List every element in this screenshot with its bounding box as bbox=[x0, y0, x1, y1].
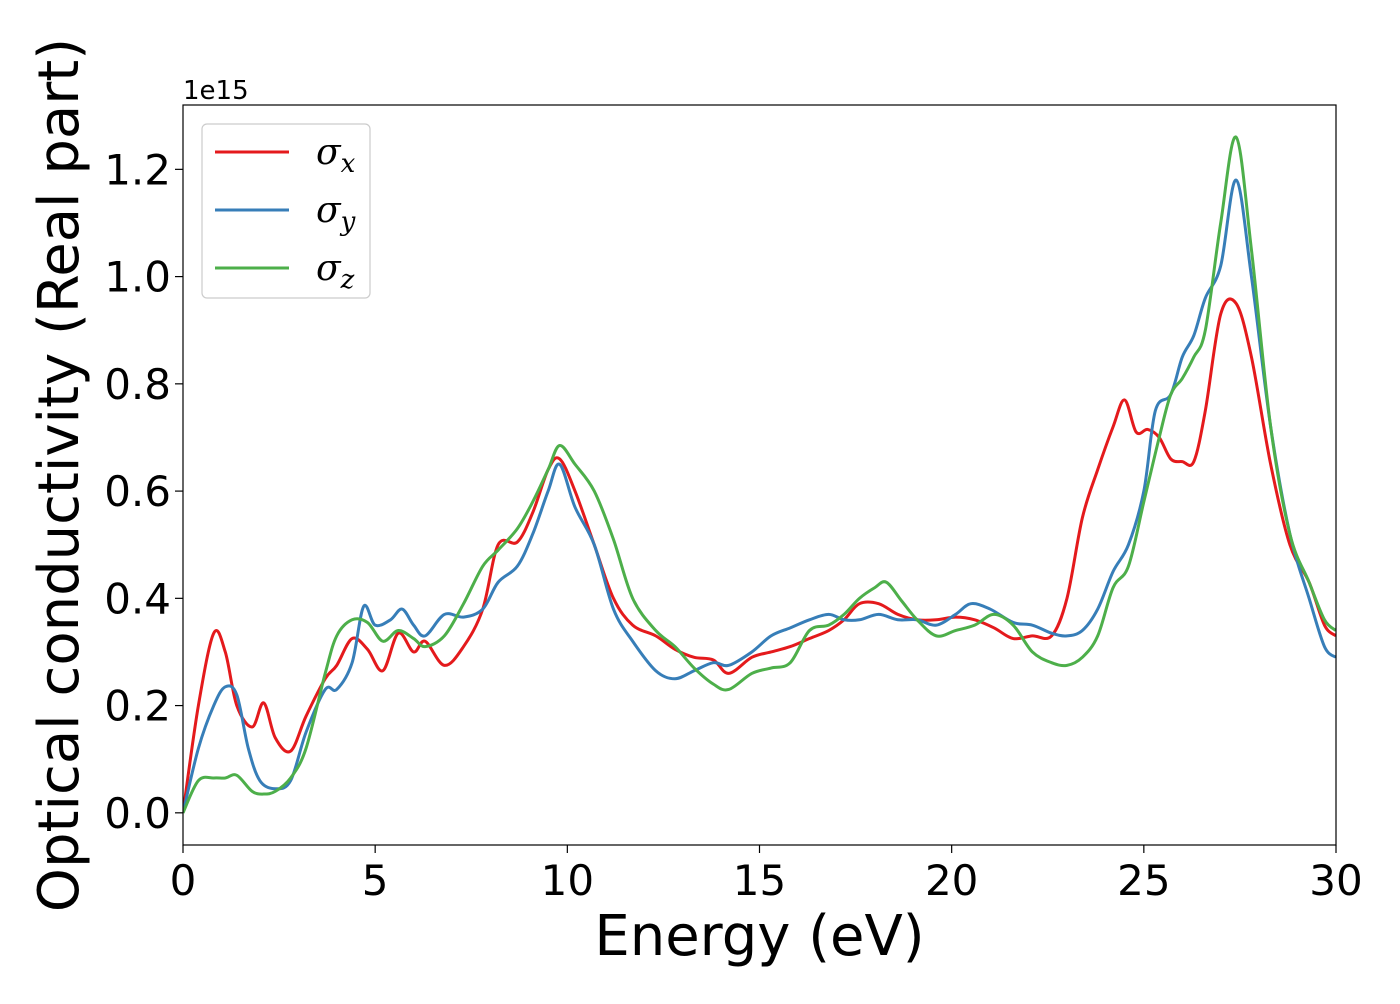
x-axis-label: Energy (eV) bbox=[594, 904, 924, 969]
y-tick-label: 0.4 bbox=[104, 574, 171, 623]
x-tick-label: 20 bbox=[925, 856, 978, 905]
series-line-z bbox=[183, 135, 1336, 814]
y-offset-label: 1e15 bbox=[183, 76, 249, 106]
y-tick-label: 1.2 bbox=[104, 145, 171, 194]
x-tick-label: 25 bbox=[1117, 856, 1170, 905]
ticks-layer: 0 5 10 15 20 25 30 0.0 0.2 0.4 0.6 0.8 1.0 1.2 bbox=[104, 145, 1363, 905]
y-tick-label: 0.8 bbox=[104, 360, 171, 409]
y-tick-label: 0.0 bbox=[104, 789, 171, 838]
x-tick-label: 5 bbox=[362, 856, 389, 905]
x-tick-label: 10 bbox=[541, 856, 594, 905]
y-tick-label: 1.0 bbox=[104, 253, 171, 302]
x-tick-label: 15 bbox=[733, 856, 786, 905]
y-axis-label: Optical conductivity (Real part) bbox=[27, 38, 92, 912]
series-layer bbox=[183, 135, 1336, 814]
x-tick-label: 30 bbox=[1309, 856, 1362, 905]
series-line-x bbox=[183, 297, 1336, 814]
x-tick-label: 0 bbox=[170, 856, 197, 905]
y-tick-label: 0.2 bbox=[104, 682, 171, 731]
y-tick-label: 0.6 bbox=[104, 467, 171, 516]
